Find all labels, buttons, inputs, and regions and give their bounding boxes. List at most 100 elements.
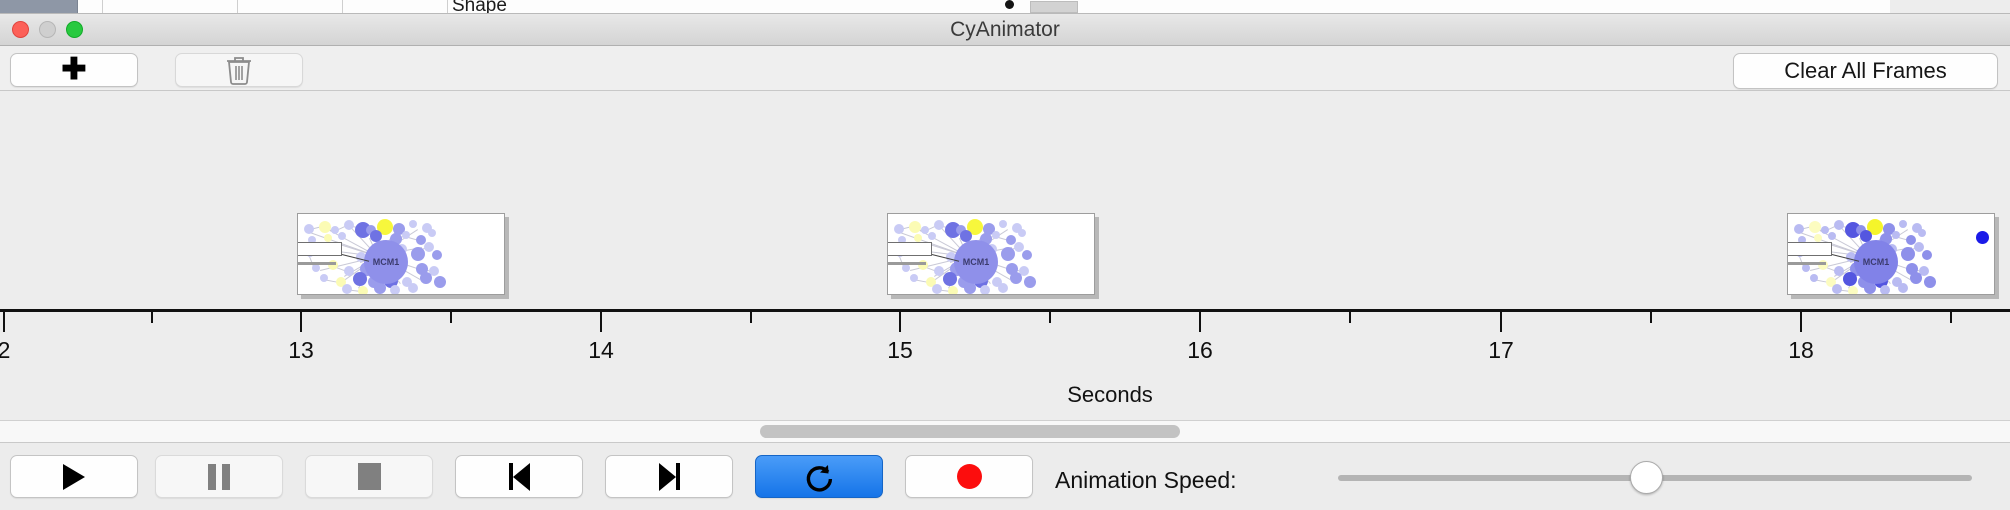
network-node <box>366 225 376 235</box>
network-node <box>1832 284 1842 294</box>
network-hub-node: MCM1 <box>954 240 998 284</box>
network-node <box>948 286 958 294</box>
frame-thumbnail[interactable]: MCM1 <box>1787 213 1995 295</box>
network-node <box>1892 231 1900 239</box>
timeline-scrollbar[interactable] <box>0 421 2010 443</box>
network-node <box>943 272 957 286</box>
ruler-baseline <box>0 309 2010 312</box>
loop-button[interactable] <box>755 455 883 498</box>
network-node <box>1918 229 1926 237</box>
network-node <box>424 242 434 252</box>
ruler-tick <box>600 312 602 332</box>
slider-thumb[interactable] <box>1630 461 1663 494</box>
skip-back-button[interactable] <box>455 455 583 498</box>
network-hub-node: MCM1 <box>1854 240 1898 284</box>
ruler-tick <box>1049 312 1051 323</box>
network-node <box>420 272 432 284</box>
background-window-strip: Shape <box>0 0 2010 14</box>
axis-title: Seconds <box>1067 382 1153 407</box>
network-node <box>353 272 367 286</box>
network-node <box>1022 250 1032 260</box>
animation-speed-slider[interactable] <box>1338 461 1972 494</box>
network-tooltip-callout <box>298 242 342 256</box>
stop-button[interactable] <box>305 455 433 498</box>
network-node <box>1864 282 1876 294</box>
network-node <box>992 277 1002 287</box>
pause-button[interactable] <box>155 455 283 498</box>
network-node <box>324 234 332 242</box>
scrollbar-thumb[interactable] <box>760 425 1180 438</box>
ruler-tick <box>899 312 901 332</box>
frames-area[interactable]: MCM1 MCM1 MCM1 <box>0 91 2010 309</box>
frame-thumbnail[interactable]: MCM1 <box>297 213 505 295</box>
network-node <box>910 274 918 282</box>
ruler-tick <box>1950 312 1952 323</box>
network-node <box>344 266 354 276</box>
network-node <box>1826 277 1836 287</box>
ruler-tick <box>151 312 153 323</box>
network-node <box>1818 260 1828 270</box>
pause-icon <box>208 463 230 490</box>
network-node <box>356 252 366 262</box>
network-node <box>902 264 910 272</box>
zoom-button[interactable] <box>66 21 83 38</box>
minimize-button[interactable] <box>39 21 56 38</box>
bg-segment <box>78 0 103 13</box>
network-node <box>331 226 339 234</box>
timeline-ruler[interactable]: Seconds 2 13 14 15 16 17 18 <box>0 309 2010 421</box>
bg-scroll-thumb <box>1030 1 1078 13</box>
network-node <box>1798 236 1806 244</box>
network-node <box>312 264 320 272</box>
ruler-tick-label: 18 <box>1788 337 1814 363</box>
network-node <box>1898 283 1908 293</box>
network-tooltip-callout <box>888 242 932 256</box>
network-node <box>1880 285 1890 294</box>
network-node <box>1014 242 1024 252</box>
playback-bar: Animation Speed: <box>0 443 2010 510</box>
network-node <box>411 247 425 261</box>
network-thumbnail-image: MCM1 <box>888 214 1094 294</box>
network-node <box>898 236 906 244</box>
network-node <box>1024 276 1036 288</box>
network-node <box>1810 274 1818 282</box>
add-frame-button[interactable]: ✚ <box>10 53 138 87</box>
clear-all-frames-button[interactable]: Clear All Frames <box>1733 53 1998 89</box>
timeline-panel: MCM1 MCM1 MCM1 Seconds 2 13 14 15 16 17 18 <box>0 91 2010 421</box>
ruler-tick <box>450 312 452 323</box>
network-node <box>1814 234 1822 242</box>
skip-forward-button[interactable] <box>605 455 733 498</box>
network-node <box>1912 223 1922 233</box>
network-node <box>344 220 354 230</box>
ruler-tick-label: 13 <box>288 337 314 363</box>
frame-thumbnail[interactable]: MCM1 <box>887 213 1095 295</box>
network-node <box>921 226 929 234</box>
network-node <box>1843 272 1857 286</box>
bg-segment <box>0 0 78 13</box>
network-node <box>1848 286 1858 294</box>
network-node <box>1809 221 1821 233</box>
network-node <box>377 219 393 235</box>
stop-icon <box>357 463 381 490</box>
bg-segment <box>238 0 343 13</box>
network-node <box>926 277 936 287</box>
delete-frame-button[interactable] <box>175 53 303 87</box>
network-node <box>319 221 331 233</box>
network-caption-text <box>1788 262 1826 265</box>
play-icon <box>63 463 85 490</box>
network-node <box>402 277 412 287</box>
ruler-tick-label: 17 <box>1488 337 1514 363</box>
network-node <box>967 219 983 235</box>
play-button[interactable] <box>10 455 138 498</box>
close-button[interactable] <box>12 21 29 38</box>
network-node <box>960 230 972 242</box>
record-button[interactable] <box>905 455 1033 498</box>
axis-title-wrap: Seconds <box>0 382 2010 408</box>
bg-segment <box>103 0 238 13</box>
network-node <box>1012 223 1022 233</box>
network-node <box>409 220 417 228</box>
network-node <box>370 230 382 242</box>
toolbar: ✚ Clear All Frames <box>0 46 2010 91</box>
ruler-tick <box>1199 312 1201 332</box>
network-node <box>964 282 976 294</box>
skip-backward-icon <box>508 462 530 491</box>
